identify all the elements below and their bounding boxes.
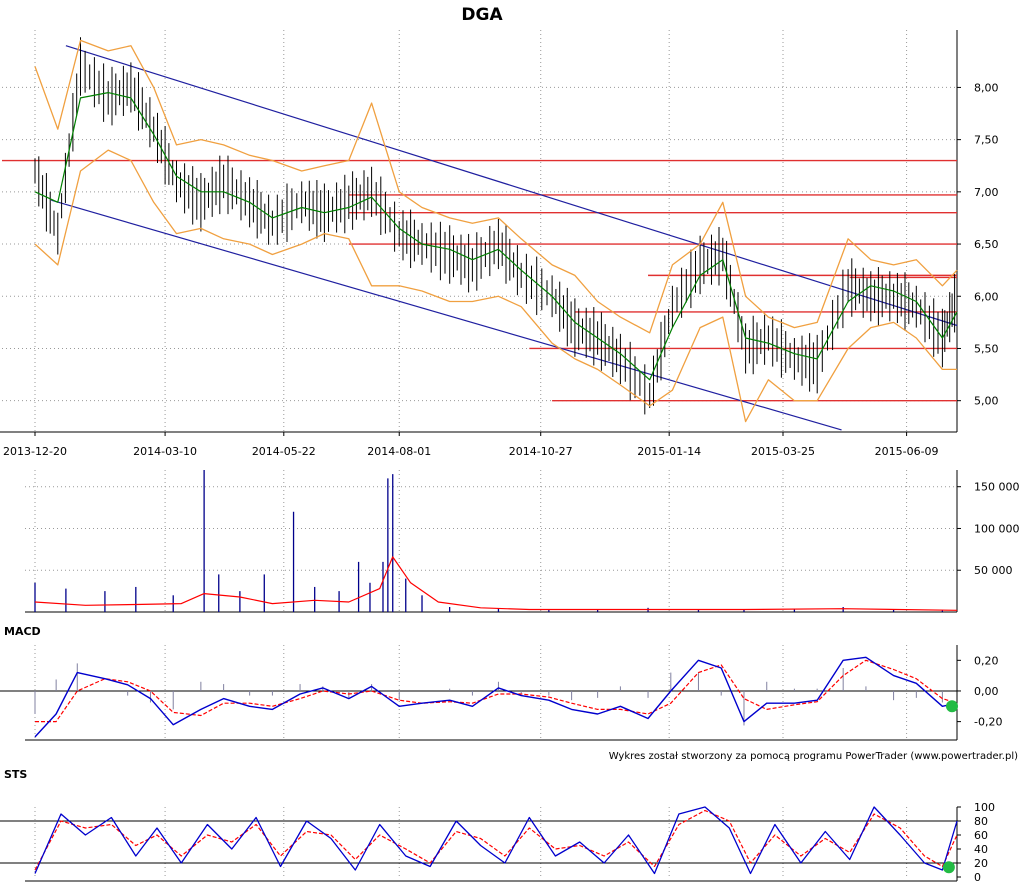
- volume-y-tick-label: 50 000: [974, 564, 1013, 577]
- trend-channel-line: [65, 45, 958, 327]
- macd-y-tick-label: 0,00: [974, 685, 999, 698]
- trend-channel-line: [51, 199, 842, 431]
- macd-y-tick-label: 0,20: [974, 654, 999, 667]
- price-x-tick-label: 2015-03-25: [751, 445, 815, 458]
- volume-y-tick-label: 150 000: [974, 481, 1020, 494]
- price-y-tick-label: 7,00: [974, 186, 999, 199]
- price-lower-band-line: [34, 149, 957, 423]
- price-x-tick-label: 2015-06-09: [875, 445, 939, 458]
- sts-y-tick-label: 20: [974, 857, 988, 870]
- price-x-tick-label: 2014-10-27: [509, 445, 573, 458]
- price-y-tick-label: 8,00: [974, 81, 999, 94]
- macd-label: MACD: [4, 625, 41, 638]
- price-x-tick-label: 2014-08-01: [367, 445, 431, 458]
- volume-panel: 50 000 100 000 150 000: [25, 470, 1020, 613]
- price-upper-band-line: [34, 39, 958, 334]
- price-y-tick-label: 5,00: [974, 395, 999, 408]
- macd-signal-line: [35, 659, 958, 723]
- sts-y-tick-label: 100: [974, 801, 995, 814]
- price-y-tick-label: 7,50: [974, 134, 999, 147]
- macd-panel: MACD -0,20 0,00 0,20: [0, 625, 1002, 741]
- price-y-tick-label: 6,50: [974, 238, 999, 251]
- price-y-tick-label: 6,00: [974, 290, 999, 303]
- price-x-tick-label: 2015-01-14: [637, 445, 701, 458]
- sts-fast-line: [34, 806, 958, 875]
- volume-volume-average-line: [34, 556, 958, 611]
- sts-y-tick-label: 40: [974, 843, 988, 856]
- price-x-tick-label: 2014-03-10: [133, 445, 197, 458]
- price-panel: 5,00 5,50 6,00 6,50 7,00 7,50 8,00 2013-12-20 20…: [0, 30, 999, 458]
- sts-y-tick-label: 80: [974, 815, 988, 828]
- sts-y-tick-label: 60: [974, 829, 988, 842]
- price-x-tick-label: 2014-05-22: [252, 445, 316, 458]
- price-moving-average-line: [34, 91, 958, 381]
- chart-title: DGA: [461, 5, 503, 25]
- volume-y-tick-label: 100 000: [974, 522, 1020, 535]
- price-y-tick-label: 5,50: [974, 342, 999, 355]
- credit-text: Wykres został stworzony za pomocą progra…: [609, 751, 1018, 762]
- sts-signal-marker: [942, 861, 955, 874]
- macd-macd-line: [34, 656, 958, 738]
- sts-y-tick-label: 0: [974, 871, 981, 884]
- price-x-tick-label: 2013-12-20: [3, 445, 67, 458]
- macd-y-tick-label: -0,20: [974, 716, 1002, 729]
- macd-signal-marker: [946, 700, 958, 713]
- sts-label: STS: [4, 768, 27, 781]
- sts-slow-line: [34, 809, 958, 871]
